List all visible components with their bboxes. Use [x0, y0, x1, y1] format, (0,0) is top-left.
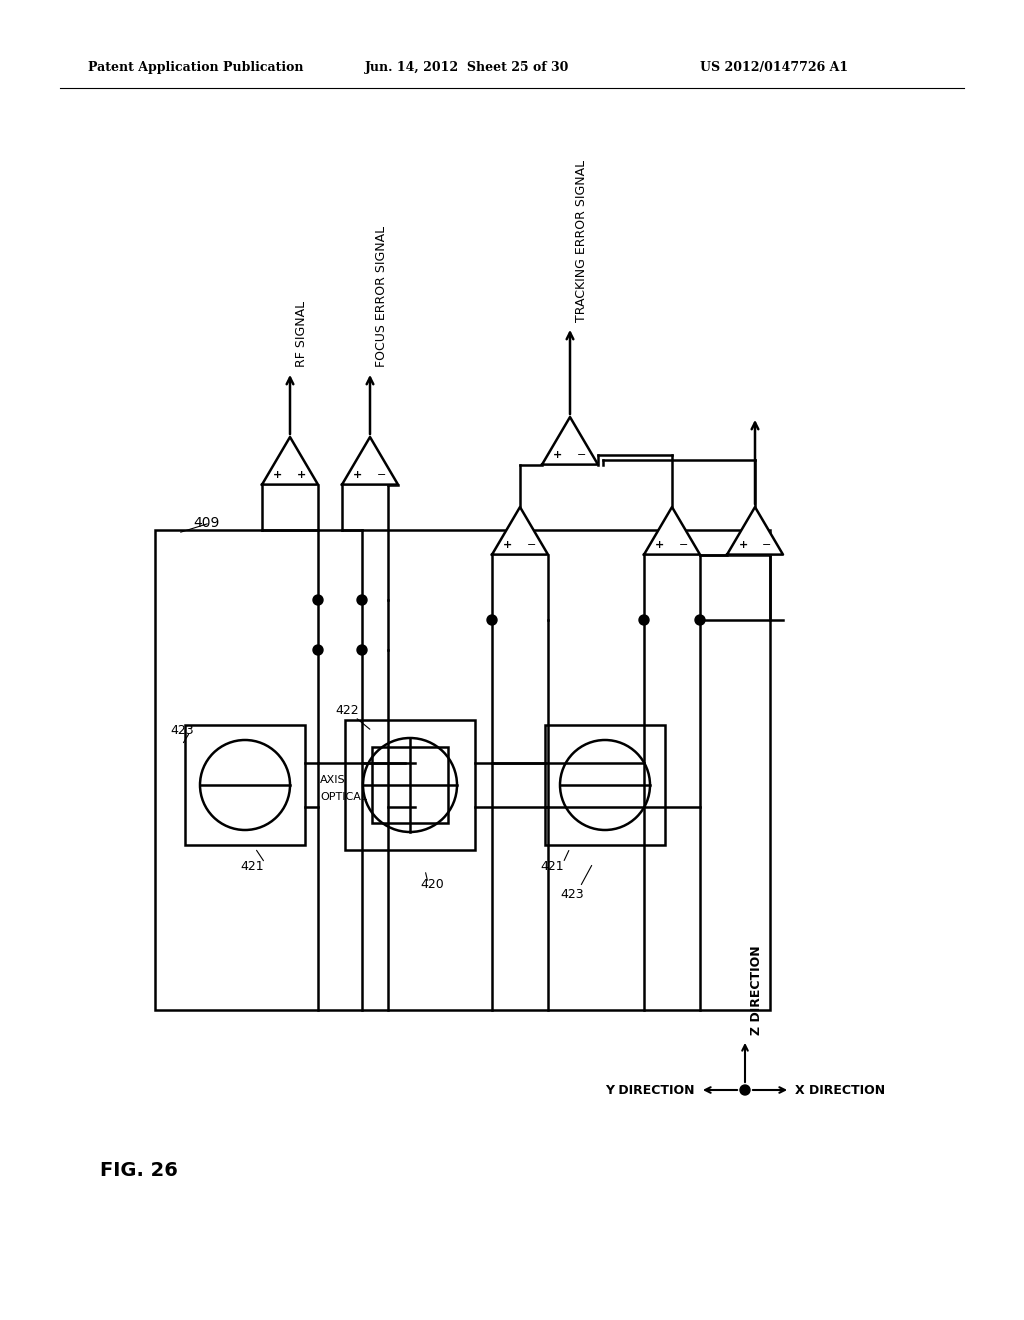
Text: −: − — [578, 450, 587, 459]
Text: +: + — [297, 470, 306, 479]
Polygon shape — [262, 437, 318, 484]
Circle shape — [313, 645, 323, 655]
Text: −: − — [527, 540, 537, 549]
Text: OPTICAL: OPTICAL — [319, 792, 368, 803]
Text: Patent Application Publication: Patent Application Publication — [88, 62, 303, 74]
Text: FIG. 26: FIG. 26 — [100, 1160, 178, 1180]
Polygon shape — [342, 437, 398, 484]
Text: US 2012/0147726 A1: US 2012/0147726 A1 — [700, 62, 848, 74]
Bar — [185, 725, 305, 845]
Text: −: − — [679, 540, 689, 549]
Text: FOCUS ERROR SIGNAL: FOCUS ERROR SIGNAL — [375, 226, 388, 367]
Circle shape — [487, 615, 497, 624]
Text: 420: 420 — [420, 879, 443, 891]
Text: −: − — [762, 540, 772, 549]
Text: X DIRECTION: X DIRECTION — [795, 1084, 885, 1097]
Text: AXIS: AXIS — [319, 775, 346, 785]
Bar — [545, 725, 665, 845]
Polygon shape — [727, 507, 783, 554]
Circle shape — [639, 615, 649, 624]
Text: 423: 423 — [560, 888, 584, 902]
Text: +: + — [738, 540, 748, 549]
Text: Z DIRECTION: Z DIRECTION — [750, 945, 763, 1035]
Circle shape — [313, 595, 323, 605]
Polygon shape — [492, 507, 548, 554]
Circle shape — [695, 615, 705, 624]
Text: +: + — [504, 540, 513, 549]
Text: 421: 421 — [240, 861, 263, 874]
Text: +: + — [353, 470, 362, 479]
Text: 423: 423 — [170, 723, 194, 737]
Text: TRACKING ERROR SIGNAL: TRACKING ERROR SIGNAL — [575, 160, 588, 322]
Text: −: − — [377, 470, 387, 479]
Text: 409: 409 — [193, 516, 219, 531]
Bar — [372, 747, 449, 822]
Text: 421: 421 — [540, 861, 563, 874]
Bar — [345, 719, 475, 850]
Polygon shape — [644, 507, 700, 554]
Text: +: + — [655, 540, 665, 549]
Circle shape — [740, 1085, 750, 1096]
Polygon shape — [542, 417, 598, 465]
Bar — [155, 531, 770, 1010]
Text: Jun. 14, 2012  Sheet 25 of 30: Jun. 14, 2012 Sheet 25 of 30 — [365, 62, 569, 74]
Circle shape — [357, 595, 367, 605]
Text: +: + — [273, 470, 283, 479]
Text: 422: 422 — [335, 704, 358, 717]
Text: RF SIGNAL: RF SIGNAL — [295, 301, 308, 367]
Circle shape — [357, 645, 367, 655]
Text: Y DIRECTION: Y DIRECTION — [605, 1084, 695, 1097]
Text: +: + — [553, 450, 562, 459]
